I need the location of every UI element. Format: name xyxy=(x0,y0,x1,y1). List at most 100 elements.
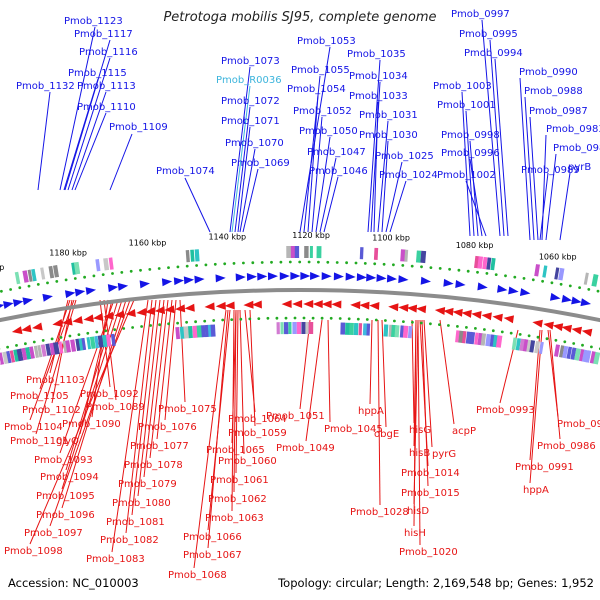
gene-label: Pmob_1049 xyxy=(276,443,335,454)
cog-block xyxy=(276,322,280,335)
cog-block xyxy=(40,344,47,357)
connector-line xyxy=(37,91,51,191)
cog-block xyxy=(308,321,314,335)
connector-line xyxy=(411,319,415,424)
connector-line xyxy=(137,299,161,497)
tick-dot xyxy=(68,334,72,338)
tick-dot xyxy=(24,342,27,346)
gene-label: Pmob_1051 xyxy=(266,411,325,422)
gene-labels: Pmob_1123 Pmob_1117 Pmob_1116 Pmob_1115 Pmob… xyxy=(4,9,600,581)
tick-dot xyxy=(18,286,22,290)
cog-block xyxy=(316,246,322,259)
connector-line xyxy=(489,39,505,237)
cog-block xyxy=(21,347,28,361)
gene-label: Pmob_1089 xyxy=(86,402,145,413)
tick-dot xyxy=(554,338,558,342)
gene-label: Pmob_1055 xyxy=(291,65,350,76)
tick-dot xyxy=(194,320,198,324)
tick-dot xyxy=(167,266,170,269)
reverse-gene-arrow xyxy=(331,300,342,309)
gene-label: Pmob_1081 xyxy=(106,517,165,528)
cog-block xyxy=(86,337,92,350)
gene-label: Pmob_1116 xyxy=(79,47,138,58)
tick-dot xyxy=(302,316,306,320)
tick-dot xyxy=(568,284,572,288)
cog-block xyxy=(190,249,195,262)
cog-block xyxy=(16,348,24,362)
forward-gene-arrow xyxy=(183,276,195,285)
connector-line xyxy=(149,299,169,459)
reverse-gene-arrow xyxy=(21,324,32,333)
reverse-gene-arrow xyxy=(251,300,262,309)
kbp-tick-label: 1100 kbp xyxy=(372,234,410,243)
tick-dot xyxy=(139,268,142,272)
cog-block xyxy=(480,333,487,346)
connector-line xyxy=(541,134,547,241)
gene-label: hisG xyxy=(409,425,431,436)
gene-label: Pmob_1109 xyxy=(109,122,168,133)
kbp-tick-label: 1080 kbp xyxy=(456,241,494,250)
reverse-gene-arrow xyxy=(350,301,361,310)
connector-line xyxy=(315,136,331,233)
cog-block xyxy=(591,274,599,287)
reverse-gene-arrow xyxy=(571,326,583,335)
tick-dot xyxy=(578,286,581,289)
forward-gene-arrow xyxy=(173,277,185,286)
cog-block xyxy=(45,343,52,356)
gene-label: Pmob_1035 xyxy=(347,49,406,60)
tick-dot xyxy=(587,288,591,291)
gene-label: Pmob_1097 xyxy=(24,528,83,539)
tick-dot xyxy=(363,262,367,265)
forward-gene-arrow xyxy=(257,272,268,281)
cog-block xyxy=(0,352,5,365)
cog-block xyxy=(296,321,302,335)
cog-block xyxy=(574,348,581,361)
cog-block xyxy=(175,326,181,340)
connector-line xyxy=(439,319,455,425)
cog-block xyxy=(461,331,467,344)
cog-block xyxy=(358,323,363,336)
forward-gene-arrow xyxy=(571,296,582,305)
tick-dot xyxy=(550,281,554,285)
connector-line xyxy=(229,66,251,233)
gene-label: glyQ xyxy=(56,436,79,447)
tick-dot xyxy=(474,327,477,330)
cog-block xyxy=(366,323,371,336)
forward-gene-arrow xyxy=(279,272,290,281)
tick-dot xyxy=(77,333,81,336)
forward-gene-arrow xyxy=(290,272,301,281)
connector-line xyxy=(529,116,539,241)
tick-dot xyxy=(320,316,324,320)
tick-dot xyxy=(465,326,468,329)
reverse-gene-arrow xyxy=(406,304,418,313)
cog-block xyxy=(485,333,492,347)
tick-dot xyxy=(27,284,31,288)
cog-block xyxy=(75,338,81,351)
gene-label: Pmob_1132 xyxy=(16,81,75,92)
connector-line xyxy=(125,299,153,534)
tick-dot xyxy=(411,320,414,324)
gene-label: hisB xyxy=(409,448,430,459)
tick-dot xyxy=(140,325,144,328)
gene-label: Pmob_1063 xyxy=(205,513,264,524)
gene-label: hppA xyxy=(358,406,384,417)
cog-block xyxy=(70,339,77,352)
reverse-gene-arrow xyxy=(114,310,125,319)
connector-line xyxy=(381,140,389,233)
tick-dot xyxy=(120,271,124,274)
connector-line xyxy=(423,319,433,448)
tick-dot xyxy=(384,319,387,322)
connector-line xyxy=(67,57,111,191)
cog-block xyxy=(554,267,560,280)
connector-line xyxy=(249,309,256,427)
tick-dot xyxy=(354,261,358,265)
forward-gene-arrow xyxy=(300,271,311,280)
connector-line xyxy=(305,319,323,442)
cog-block xyxy=(53,341,60,355)
reverse-gene-arrow xyxy=(224,301,235,310)
kbp-tick-label: 1200 kbp xyxy=(0,263,4,272)
cog-block xyxy=(562,345,569,359)
tick-dot xyxy=(6,345,9,349)
tick-dot xyxy=(73,277,77,280)
tick-dot xyxy=(131,326,135,329)
